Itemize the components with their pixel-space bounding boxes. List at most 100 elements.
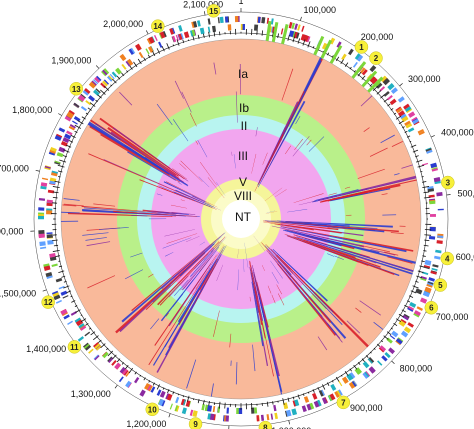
gene-feature [285, 409, 292, 417]
gene-feature [118, 376, 124, 383]
comparison-hit [113, 210, 198, 217]
comparison-hit [244, 242, 249, 268]
gene-feature [427, 188, 434, 192]
position-label: 600,000 [456, 252, 474, 262]
gene-feature [360, 67, 366, 74]
scale-tick [35, 169, 40, 172]
gene-feature [199, 27, 205, 35]
comparison-hit [357, 168, 385, 179]
gc-content-bar [152, 51, 156, 56]
comparison-hit [87, 275, 116, 289]
comparison-hit [262, 152, 268, 165]
comparison-hit [192, 195, 211, 205]
gene-feature [68, 109, 75, 115]
comparison-hit [61, 211, 80, 214]
gene-feature [362, 361, 370, 369]
ring-label-ia: Ia [238, 67, 248, 81]
comparison-hit [85, 237, 107, 241]
comparison-hit [209, 236, 222, 248]
gc-content-bar [52, 186, 60, 189]
comparison-hits [61, 57, 417, 397]
comparison-hit [119, 91, 133, 106]
gc-content-bar [112, 354, 117, 360]
comparison-hit [199, 254, 213, 272]
region-marker-number: 11 [70, 343, 79, 352]
position-label: 1 [238, 0, 243, 6]
comparison-hit [263, 221, 339, 231]
gene-feature [102, 351, 109, 359]
comparison-hit [152, 246, 225, 366]
comparison-hit [276, 254, 369, 348]
gc-content-bar [423, 250, 427, 252]
gene-feature [367, 357, 375, 364]
region-marker-3: 3 [441, 175, 455, 190]
region-marker-circle [354, 40, 369, 54]
gene-feature [348, 381, 356, 389]
comparison-hit [107, 126, 179, 177]
gene-feature [77, 336, 85, 342]
position-label: 1,500,000 [0, 289, 36, 299]
gene-feature [103, 79, 110, 85]
gene-feature [398, 97, 405, 103]
gc-content-bar [380, 94, 385, 99]
gene-feature [178, 25, 183, 32]
gene-feature [328, 395, 333, 402]
region-marker-circle [206, 4, 221, 18]
gc-content-bar [162, 387, 165, 390]
gc-content-bar [71, 300, 76, 303]
gene-feature [73, 102, 80, 108]
region-marker-number: 15 [209, 7, 218, 16]
comparison-hit [180, 237, 226, 291]
gene-feature [419, 297, 428, 304]
genomic-island-bar [281, 24, 289, 45]
comparison-hit [180, 199, 186, 202]
position-label: 100,000 [304, 5, 337, 15]
gc-content-bar [147, 54, 151, 59]
region-marker-4: 4 [440, 251, 455, 266]
gc-content-bar [422, 181, 427, 183]
region-marker-number: 7 [341, 398, 346, 407]
scale-tick [58, 113, 62, 116]
comparison-hit [390, 232, 404, 235]
gene-feature [159, 390, 166, 398]
comparison-hit [259, 297, 266, 322]
comparison-hit [190, 250, 214, 277]
gene-feature [422, 271, 429, 276]
gene-feature [209, 413, 215, 421]
gc-content-bar [395, 115, 402, 120]
gene-feature [68, 125, 75, 131]
comparison-hit [292, 231, 380, 254]
comparison-hit [363, 127, 370, 132]
gc-content-bar [406, 300, 411, 303]
gene-feature [341, 53, 347, 61]
region-marker-9: 9 [188, 417, 203, 429]
gene-feature [51, 172, 58, 177]
gc-content-bar [106, 347, 109, 351]
gene-feature [379, 86, 386, 92]
comparison-hit [285, 221, 350, 227]
gc-content-bar [133, 61, 138, 68]
gene-feature [111, 360, 117, 366]
gene-feature [423, 264, 431, 269]
gc-content-bar [386, 331, 392, 336]
gene-feature [242, 24, 246, 31]
gene-feature [400, 330, 409, 338]
gc-content-bar [327, 52, 330, 56]
genomic-island-bar [367, 76, 384, 93]
comparison-hit [277, 263, 337, 336]
comparison-hit [197, 139, 208, 158]
comparison-hit [211, 245, 224, 265]
comparison-hit [204, 263, 217, 285]
gene-feature [348, 372, 356, 380]
comparison-hit [283, 229, 342, 247]
comparison-hit [255, 127, 258, 137]
comparison-hit [263, 221, 342, 234]
gene-feature [211, 25, 217, 33]
gene-feature [429, 200, 436, 205]
gc-content-bar [161, 46, 165, 52]
gene-feature [60, 290, 68, 296]
region-marker-circle [336, 395, 351, 410]
comparison-hit [172, 293, 184, 307]
position-label: 400,000 [441, 128, 474, 138]
